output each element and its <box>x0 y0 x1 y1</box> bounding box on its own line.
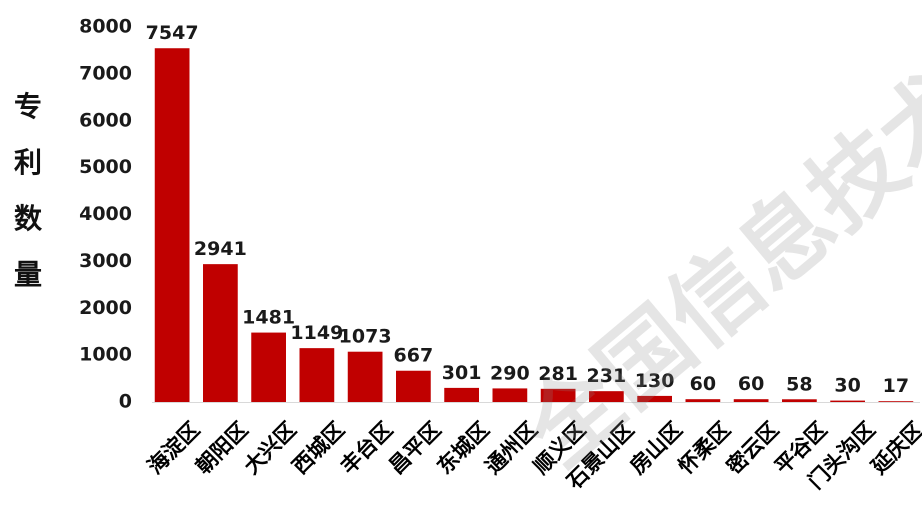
bar <box>154 48 190 402</box>
bar <box>540 388 576 402</box>
bar <box>347 351 383 402</box>
x-tick-label: 西城区 <box>288 417 350 479</box>
bar-value-label: 60 <box>738 373 764 395</box>
y-axis-label-char: 利 <box>14 146 42 179</box>
bar-value-label: 17 <box>883 375 909 397</box>
bar <box>396 370 431 402</box>
bar-value-label: 58 <box>786 373 812 395</box>
bar-value-label: 667 <box>394 345 434 367</box>
bar-value-label: 130 <box>635 370 675 392</box>
bar-value-label: 281 <box>538 363 578 385</box>
y-tick-label: 1000 <box>79 344 132 366</box>
bar-value-label: 2941 <box>194 238 247 260</box>
bar <box>444 387 479 402</box>
y-tick-label: 4000 <box>79 203 132 225</box>
bar <box>492 388 528 402</box>
y-tick-label: 5000 <box>79 156 132 178</box>
y-axis-label-char: 数 <box>14 202 43 235</box>
bar <box>878 401 914 403</box>
watermark: 全国信息技术产 <box>505 0 922 487</box>
bar-value-label: 60 <box>690 373 716 395</box>
bar <box>251 332 286 402</box>
y-tick-label: 7000 <box>79 62 132 84</box>
bar-value-label: 301 <box>442 362 482 384</box>
x-tick-label: 密云区 <box>722 417 784 479</box>
bar-value-label: 1149 <box>290 322 343 344</box>
bar-value-label: 1481 <box>242 307 295 329</box>
y-axis-ticks: 0 1000 2000 3000 4000 5000 6000 7000 8000 <box>79 16 132 413</box>
bar-value-label: 7547 <box>146 22 199 44</box>
bar <box>782 399 817 402</box>
x-tick-label: 怀柔区 <box>674 417 736 479</box>
y-tick-label: 3000 <box>79 250 132 272</box>
y-tick-label: 0 <box>119 391 132 413</box>
bar <box>299 348 335 402</box>
bar-value-label: 290 <box>490 362 530 384</box>
y-tick-label: 8000 <box>79 16 132 38</box>
bar-value-label: 30 <box>834 375 860 397</box>
x-tick-label: 昌平区 <box>384 417 446 479</box>
bar <box>203 264 238 402</box>
bar <box>685 399 721 402</box>
x-tick-label: 大兴区 <box>239 417 301 479</box>
x-tick-label: 延庆区 <box>866 417 922 479</box>
y-tick-label: 2000 <box>79 297 132 319</box>
y-axis-label-char: 专 <box>14 90 42 123</box>
bars <box>154 48 914 403</box>
bar-value-label: 1073 <box>339 326 392 348</box>
bar <box>830 400 865 402</box>
x-tick-label: 海淀区 <box>143 417 205 479</box>
x-tick-label: 朝阳区 <box>191 417 253 479</box>
bar-value-label: 231 <box>587 365 627 387</box>
y-axis-label-char: 量 <box>14 258 42 291</box>
bar <box>637 395 672 402</box>
y-tick-label: 6000 <box>79 109 132 131</box>
bar <box>589 391 624 402</box>
x-tick-label: 丰台区 <box>336 417 398 479</box>
x-tick-label: 东城区 <box>432 417 494 479</box>
bar <box>733 399 769 402</box>
